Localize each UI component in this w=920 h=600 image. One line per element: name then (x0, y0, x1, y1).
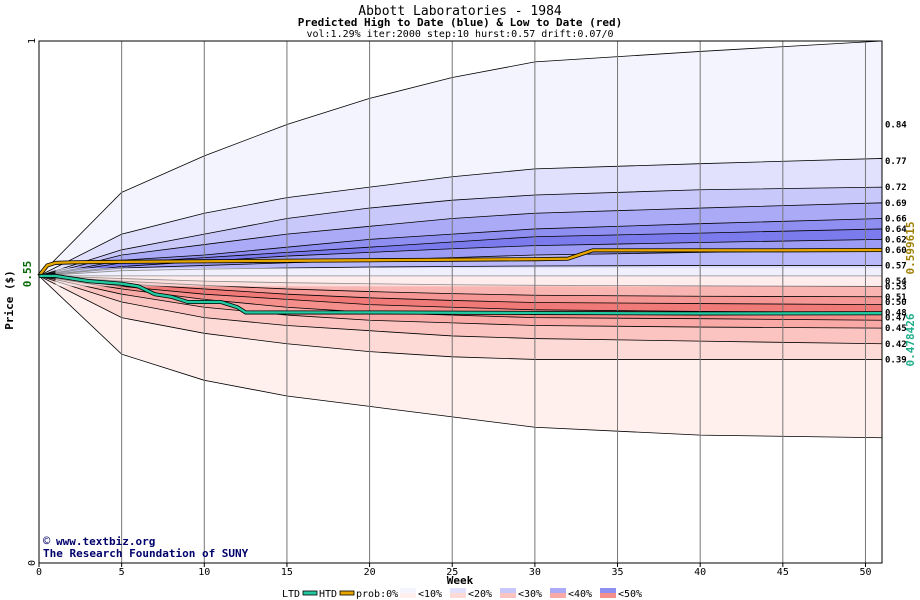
x-tick-label: 15 (281, 567, 293, 578)
right-label: 0.42 (885, 340, 907, 350)
ltd-end-label: 0.478426 (904, 313, 917, 366)
x-axis: 0 5 10 15 20 25 30 35 40 45 50 (36, 563, 871, 578)
series-layer (37, 248, 883, 316)
right-label: 0.45 (885, 324, 907, 334)
right-value-labels: 0.84 0.77 0.72 0.69 0.660.640.620.60 0.57 0.54… (885, 121, 907, 366)
x-tick-label: 45 (777, 567, 789, 578)
legend-swatch-low (500, 593, 516, 598)
legend-item-label: <20% (468, 589, 492, 600)
right-label: 0.57 (885, 261, 907, 271)
legend-htd-swatch (339, 590, 355, 596)
legend-swatch-low (550, 593, 566, 598)
x-tick-label: 50 (859, 567, 871, 578)
legend-swatch-high (600, 588, 616, 593)
band-layer (37, 40, 883, 439)
legend-swatch-low (400, 593, 416, 598)
y-tick-label: 1 (27, 38, 38, 44)
right-label: 0.54 (885, 277, 907, 287)
legend-swatch-high (400, 588, 416, 593)
legend-item-label: <50% (618, 589, 642, 600)
right-label: 0.77 (885, 157, 907, 167)
grid-layer (121, 41, 866, 563)
chart-params: vol:1.29% iter:2000 step:10 hurst:0.57 d… (306, 29, 613, 40)
right-label: 0.51 (885, 293, 907, 303)
plot-frame (38, 40, 883, 564)
centre-strip (55, 268, 882, 287)
x-tick-label: 10 (198, 567, 210, 578)
legend-ltd-swatch (302, 590, 318, 596)
legend-swatch-high (500, 588, 516, 593)
x-tick-label: 30 (529, 567, 541, 578)
x-tick-label: 0 (36, 567, 42, 578)
ltd-series-line (39, 274, 883, 315)
chart-title: Abbott Laboratories - 1984 (358, 4, 562, 19)
right-label: 0.53 (885, 282, 907, 292)
right-label: 0.64 (885, 225, 907, 235)
right-label: 0.48 (885, 308, 907, 318)
chart-subtitle: Predicted High to Date (blue) & Low to D… (298, 16, 623, 29)
legend-swatch-low (450, 593, 466, 598)
y-axis: 01 (27, 38, 38, 566)
right-label: 0.72 (885, 183, 907, 193)
legend-item-label: <10% (418, 589, 442, 600)
right-label: 0.47 (885, 314, 907, 324)
right-label: 0.60 (885, 246, 907, 256)
x-tick-label: 25 (446, 567, 458, 578)
legend: LTD HTD prob:0% <10% <20% <30% <40% <50% (282, 588, 642, 600)
credit-site: www.textbiz.org (56, 535, 155, 548)
credit-org: The Research Foundation of SUNY (43, 547, 249, 560)
legend-htd-label: HTD (319, 589, 337, 600)
legend-swatch-low (600, 593, 616, 598)
htd-series-line (38, 248, 883, 277)
right-label: 0.84 (885, 121, 907, 131)
legend-ltd-label: LTD (282, 589, 300, 600)
right-label: 0.39 (885, 355, 907, 365)
x-tick-label: 5 (119, 567, 125, 578)
legend-item-label: <40% (568, 589, 592, 600)
x-tick-label: 40 (694, 567, 706, 578)
copyright-icon: © (43, 534, 51, 548)
y-tick-label: 0 (27, 560, 38, 566)
right-label: 0.66 (885, 214, 907, 224)
legend-item-label: <30% (518, 589, 542, 600)
right-label: 0.69 (885, 199, 907, 209)
right-label: 0.62 (885, 235, 907, 245)
x-tick-label: 20 (364, 567, 376, 578)
legend-swatch-high (550, 588, 566, 593)
legend-prob-label: prob:0% (356, 589, 398, 600)
x-tick-label: 35 (612, 567, 624, 578)
htd-end-label: 0.599615 (904, 222, 917, 275)
legend-swatch-high (450, 588, 466, 593)
x-axis-label: Week (447, 574, 474, 587)
right-label: 0.50 (885, 298, 907, 308)
start-price-label: 0.55 (21, 261, 34, 288)
y-axis-label: Price ($) (3, 270, 16, 330)
